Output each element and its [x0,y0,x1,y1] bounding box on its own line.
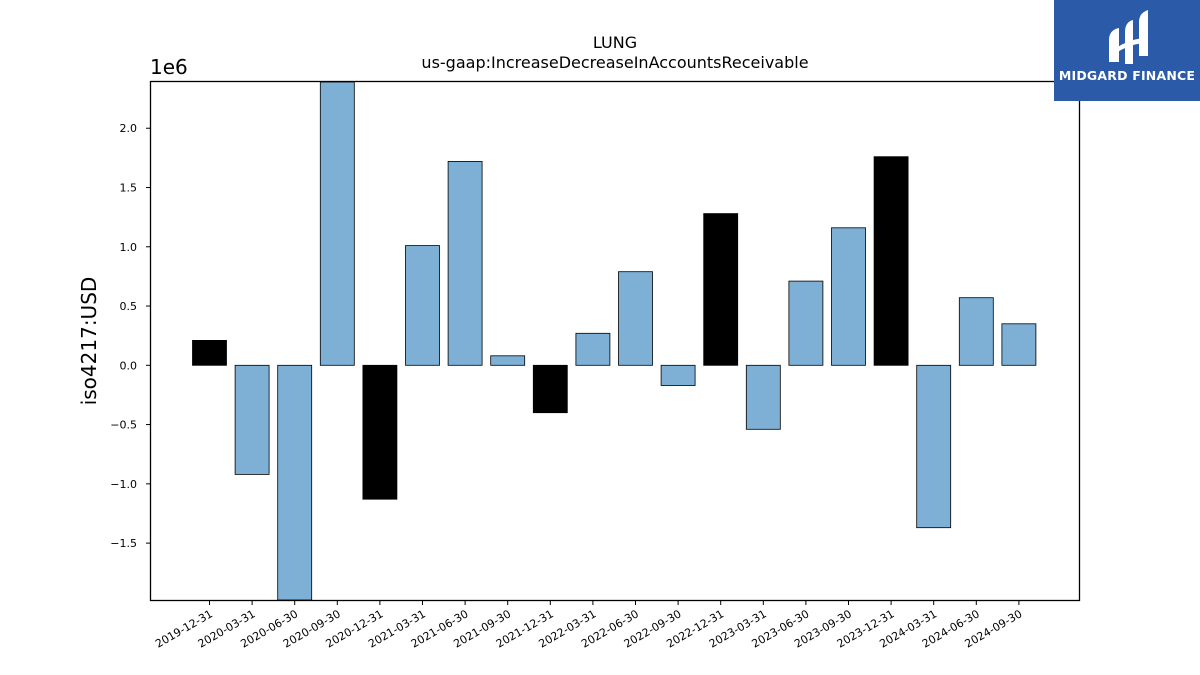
bar-2023-03-31 [745,364,781,430]
bar-2022-12-31 [703,213,739,366]
bar-2024-09-30 [1001,323,1037,366]
bar-2022-06-30 [618,271,653,366]
y-tick-label: 2.0 [120,122,138,135]
bar-2023-09-30 [831,227,866,366]
logo-text: MIDGARD FINANCE [1058,68,1196,83]
y-tick-label: −1.0 [110,478,137,491]
bar-2024-03-31 [916,364,952,529]
bar-2020-06-30 [277,364,313,601]
bar-2022-03-31 [575,332,611,366]
bar-2020-03-31 [234,364,270,475]
y-tick-label: 0.5 [120,300,138,313]
chart-subtitle: us-gaap:IncreaseDecreaseInAccountsReceiv… [421,53,808,72]
y-axis-label: iso4217:USD [77,277,101,406]
bar-2020-12-31 [362,364,398,500]
bar-2021-03-31 [405,245,440,366]
bar-2021-12-31 [532,364,568,414]
y-axis-multiplier: 1e6 [150,55,188,79]
chart-title: LUNG [593,33,637,52]
bar-2023-06-30 [788,280,824,366]
midgard-finance-logo: MIDGARD FINANCE [1054,0,1200,101]
y-tick-label: −1.5 [110,537,137,550]
bar-2021-09-30 [490,355,526,366]
bar-2021-06-30 [447,160,483,366]
y-tick-label: 1.5 [120,181,138,194]
y-tick-label: −0.5 [110,419,137,432]
bar-2024-06-30 [958,297,994,366]
y-tick-label: 0.0 [120,359,138,372]
midgard-logo-icon [1109,10,1148,64]
bar-2022-09-30 [660,364,696,386]
bar-2023-12-31 [873,156,909,366]
y-tick-label: 1.0 [120,241,138,254]
bar-2019-12-31 [192,339,227,366]
bar-2020-09-30 [319,81,355,366]
plot-frame [149,80,1081,602]
